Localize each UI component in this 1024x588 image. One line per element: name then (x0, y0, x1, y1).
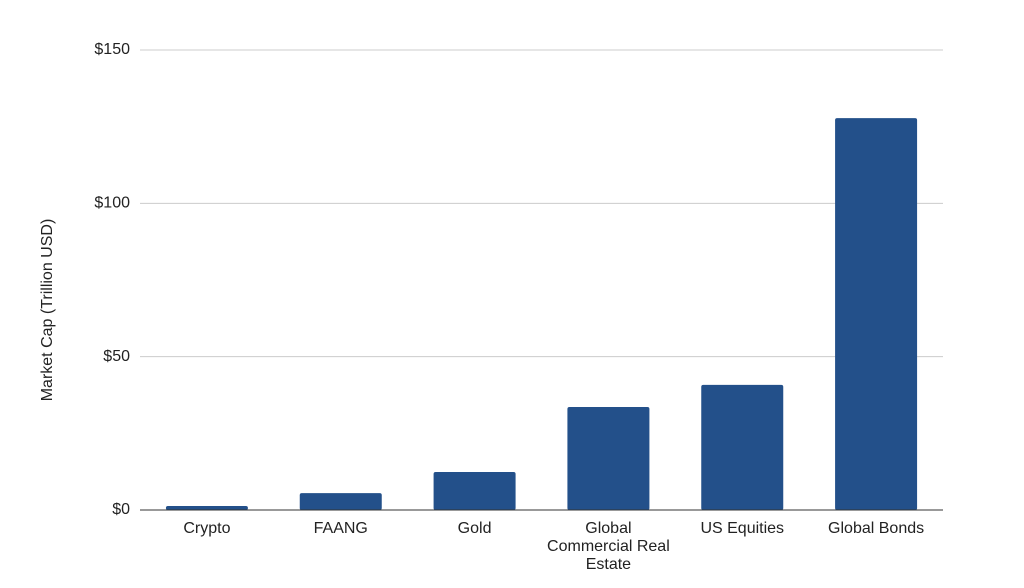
bar (835, 118, 918, 510)
y-axis-title: Market Cap (Trillion USD) (39, 219, 56, 402)
y-tick-label: $0 (112, 501, 130, 518)
y-tick-label: $100 (94, 195, 130, 212)
bar (299, 493, 382, 510)
x-tick-label: Gold (457, 520, 492, 537)
y-tick-label: $150 (94, 41, 130, 58)
y-tick-label: $50 (103, 348, 130, 365)
x-tick-label: Global Bonds (828, 520, 925, 537)
bar (433, 471, 516, 510)
x-tick-label: Global Commercial Real Estate (547, 520, 670, 573)
bar (567, 406, 650, 510)
bar (701, 384, 784, 510)
x-tick-label: Crypto (183, 520, 231, 537)
x-tick-label: FAANG (313, 520, 368, 537)
bar (165, 506, 248, 510)
x-tick-label: US Equities (700, 520, 785, 537)
